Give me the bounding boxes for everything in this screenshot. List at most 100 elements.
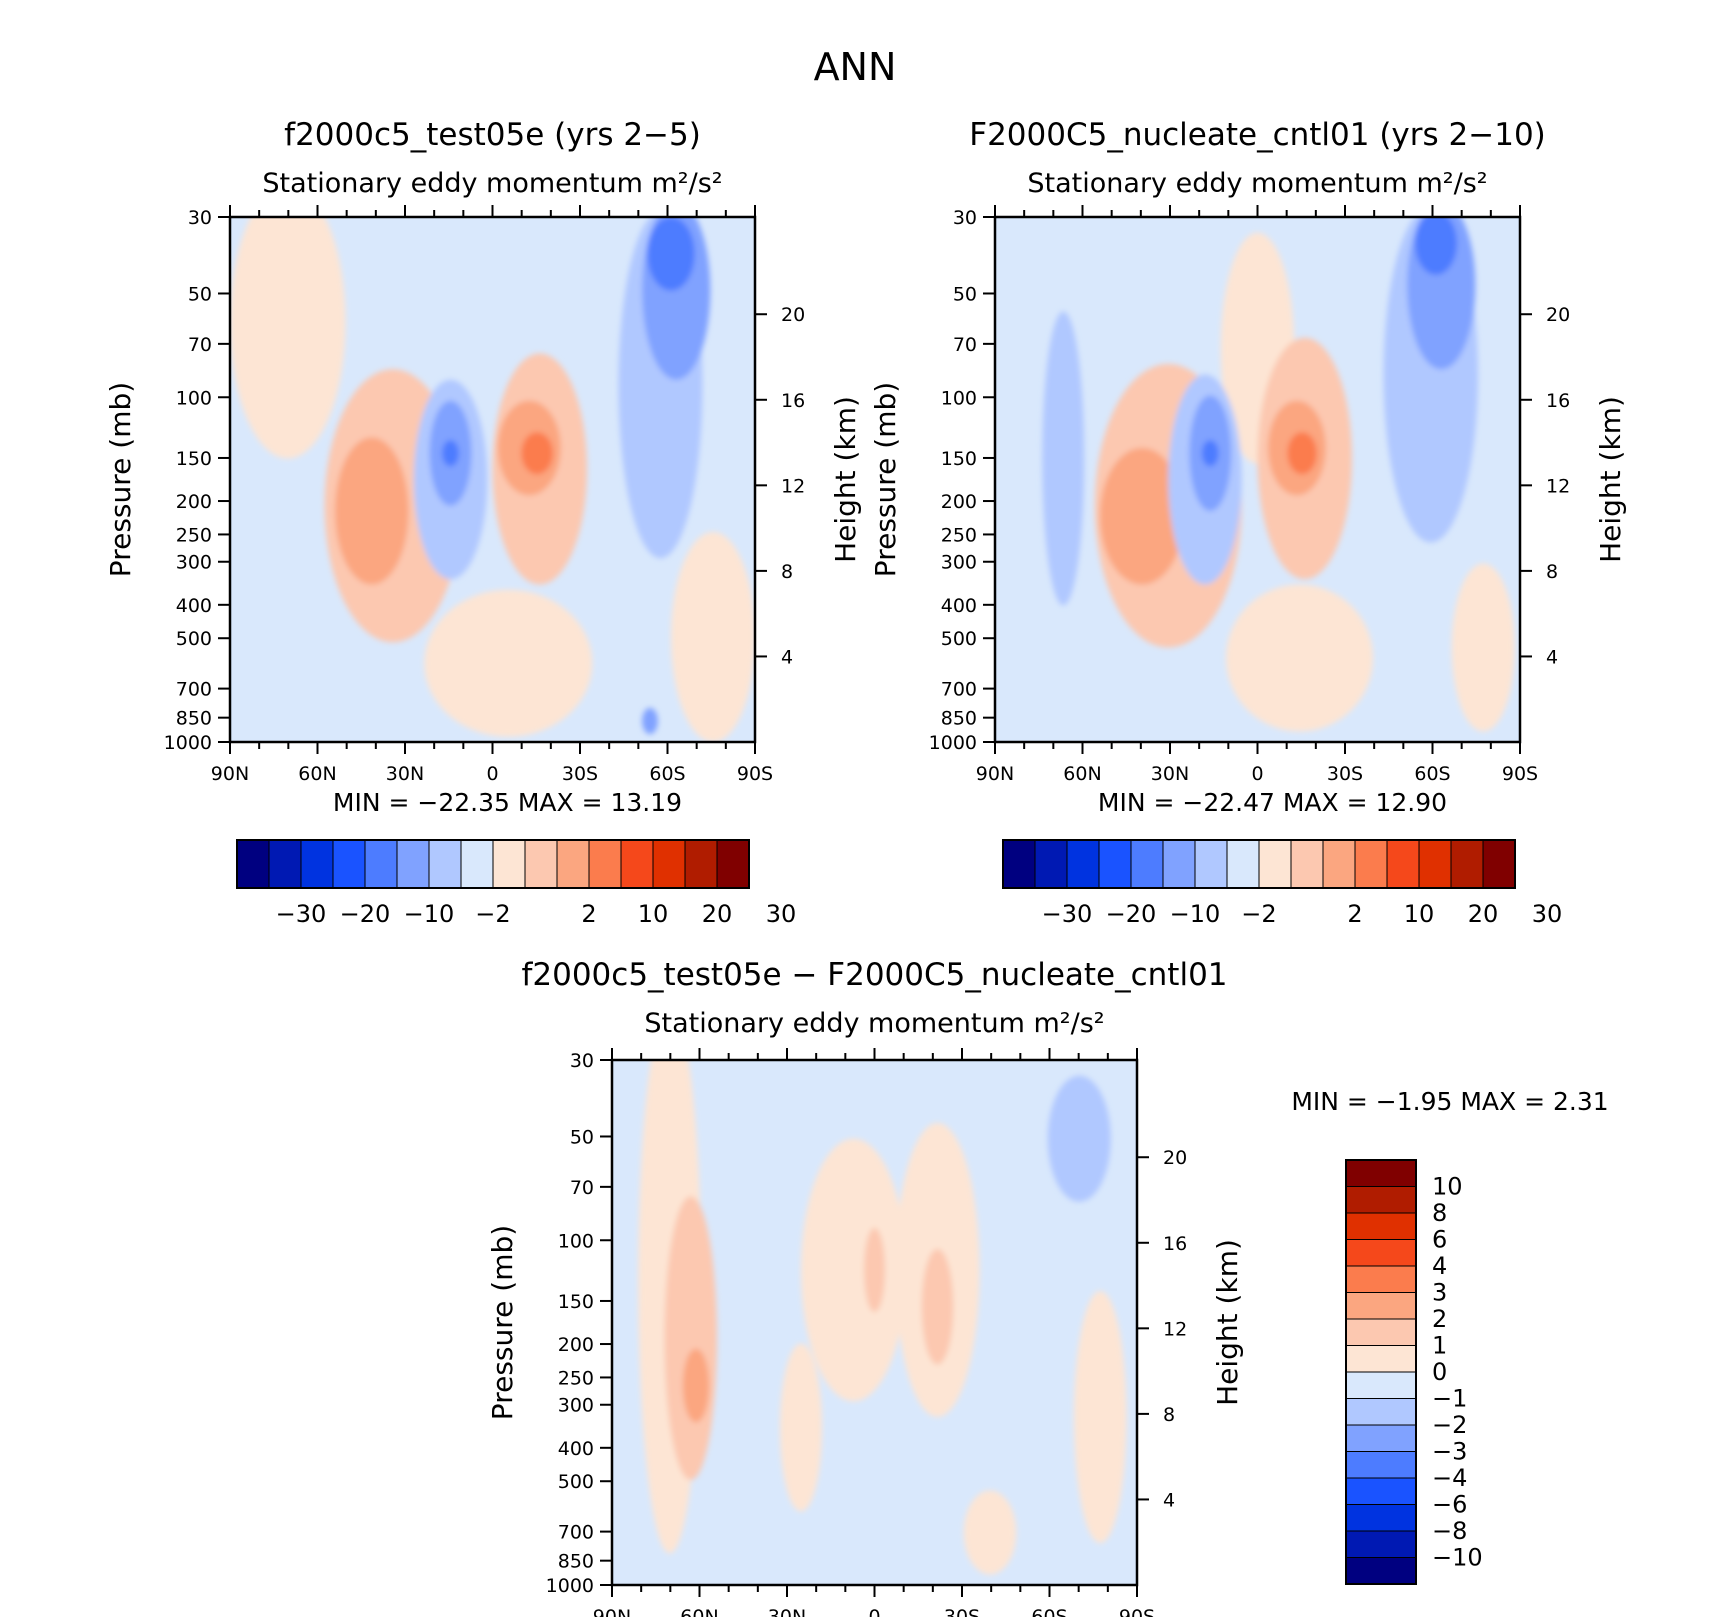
colorbar-swatch	[1345, 1371, 1417, 1399]
x-tick-label: 60N	[298, 763, 336, 785]
contour-fill	[1226, 584, 1373, 732]
panel-title: f2000c5_test05e − F2000C5_nucleate_cntl0…	[521, 957, 1227, 993]
x-tick-label: 30N	[1151, 763, 1189, 785]
contour-fill	[1042, 311, 1085, 606]
contour-fill	[442, 440, 459, 467]
y-tick-label: 70	[570, 1177, 594, 1199]
colorbar-label: −10	[1170, 900, 1221, 928]
contour-fill	[424, 589, 593, 737]
colorbar-swatch	[1345, 1159, 1417, 1187]
panel-subtitle: Stationary eddy momentum m²/s²	[1027, 168, 1487, 199]
y-tick-label: 850	[941, 708, 977, 730]
x-tick-label: 90N	[211, 763, 249, 785]
colorbar-label: −2	[1241, 900, 1276, 928]
colorbar-swatch	[1034, 839, 1068, 889]
colorbar-swatch	[1162, 839, 1196, 889]
colorbar-swatch	[396, 839, 430, 889]
y-axis-label: Pressure (mb)	[104, 382, 137, 577]
x-tick-label: 60N	[680, 1606, 718, 1617]
y-tick-label: 250	[176, 524, 212, 546]
y-tick-label: 100	[558, 1230, 594, 1252]
colorbar-swatch	[1345, 1530, 1417, 1558]
contour-fill	[1201, 440, 1219, 467]
colorbar-swatch	[620, 839, 654, 889]
y-tick-label: 50	[953, 283, 977, 305]
y2-tick-label: 16	[1546, 390, 1570, 412]
colorbar-label: −20	[1106, 900, 1157, 928]
colorbar-swatch	[1345, 1292, 1417, 1320]
colorbar-swatch	[1345, 1398, 1417, 1426]
contour-fill	[1100, 448, 1184, 585]
x-tick-label: 60S	[1414, 763, 1450, 785]
shading-layer	[612, 1060, 1137, 1585]
shading-layer	[230, 217, 755, 742]
colorbar-label: 20	[1468, 900, 1499, 928]
contour-fill	[671, 532, 755, 742]
y-tick-label: 150	[176, 448, 212, 470]
colorbar-swatch	[1258, 839, 1292, 889]
contour-fill	[963, 1490, 1017, 1575]
y-tick-label: 50	[188, 283, 212, 305]
colorbar-swatch	[1345, 1239, 1417, 1267]
y2-axis-label: Height (km)	[829, 396, 862, 563]
colorbar-swatch	[1002, 839, 1036, 889]
colorbar-swatch	[1482, 839, 1516, 889]
x-tick-label: 30S	[1327, 763, 1363, 785]
colorbar-label: −8	[1432, 1517, 1467, 1545]
y-tick-label: 150	[941, 448, 977, 470]
colorbar-swatch	[1345, 1345, 1417, 1373]
y-tick-label: 30	[570, 1050, 594, 1072]
colorbar-label: 4	[1432, 1252, 1447, 1280]
y-axis-label: Pressure (mb)	[486, 1225, 519, 1420]
y2-tick-label: 4	[1163, 1489, 1175, 1511]
shading-blobs	[230, 217, 755, 742]
colorbar-swatch	[1066, 839, 1100, 889]
page-title: ANN	[814, 45, 897, 89]
colorbar-swatch	[556, 839, 590, 889]
contour-fill	[801, 1138, 906, 1402]
colorbar-swatch	[1345, 1265, 1417, 1293]
colorbar-swatch	[1226, 839, 1260, 889]
colorbar-label: 8	[1432, 1199, 1447, 1227]
y-axis-label: Pressure (mb)	[869, 382, 902, 577]
x-tick-label: 90S	[737, 763, 773, 785]
colorbar-swatch	[332, 839, 366, 889]
colorbar-swatch	[1345, 1557, 1417, 1585]
panel-subtitle: Stationary eddy momentum m²/s²	[644, 1008, 1104, 1039]
colorbar-swatch	[716, 839, 750, 889]
colorbar-swatch	[1354, 839, 1388, 889]
colorbar-swatch	[364, 839, 398, 889]
min-max-readout: MIN = −22.35 MAX = 13.19	[333, 788, 682, 817]
panel-title: F2000C5_nucleate_cntl01 (yrs 2−10)	[969, 117, 1546, 153]
contour-fill	[1415, 217, 1457, 275]
colorbar-label: 20	[702, 900, 733, 928]
contour-fill	[1047, 1075, 1111, 1202]
x-tick-label: 30N	[386, 763, 424, 785]
panel-cntl01: F2000C5_nucleate_cntl01 (yrs 2−10) Statio…	[869, 117, 1627, 817]
y-tick-label: 400	[558, 1438, 594, 1460]
colorbar-swatch	[428, 839, 462, 889]
panel-title: f2000c5_test05e (yrs 2−5)	[284, 117, 701, 153]
y-tick-label: 250	[941, 524, 977, 546]
colorbar-label: 2	[581, 900, 596, 928]
colorbar-label: −6	[1432, 1491, 1467, 1519]
colorbar-label: −4	[1432, 1464, 1467, 1492]
y-tick-label: 300	[941, 552, 977, 574]
y-tick-label: 1000	[164, 732, 212, 754]
colorbar-swatch	[1345, 1318, 1417, 1346]
y2-tick-label: 4	[1546, 646, 1558, 668]
colorbar-label: 2	[1432, 1305, 1447, 1333]
y-tick-label: 100	[941, 387, 977, 409]
x-tick-label: 90N	[976, 763, 1014, 785]
x-tick-label: 30N	[768, 1606, 806, 1617]
colorbar-swatch	[588, 839, 622, 889]
colorbar-label: 1	[1432, 1332, 1447, 1360]
colorbar-swatch	[1194, 839, 1228, 889]
shading-blobs	[638, 1060, 1127, 1575]
y-tick-label: 700	[176, 679, 212, 701]
y2-tick-label: 20	[1163, 1147, 1187, 1169]
shading-layer	[995, 217, 1520, 742]
colorbar-swatch	[524, 839, 558, 889]
colorbar-label: 6	[1432, 1226, 1447, 1254]
